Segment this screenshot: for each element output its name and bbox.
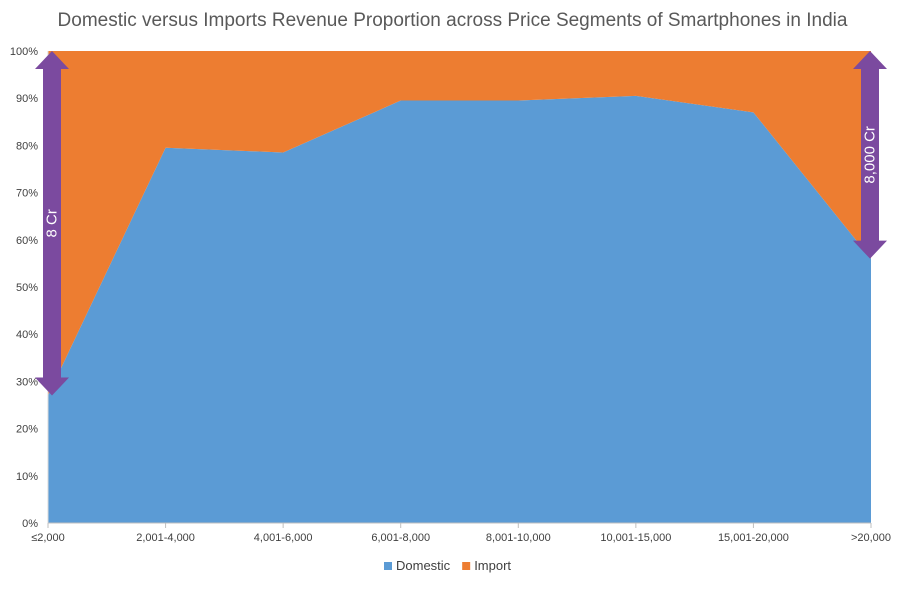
y-tick-label: 20% — [16, 424, 38, 436]
y-tick-label: 0% — [22, 518, 38, 530]
y-tick-label: 100% — [10, 46, 38, 58]
double-arrow-icon — [35, 51, 69, 396]
y-tick-label: 30% — [16, 376, 38, 388]
chart-plot-area — [48, 51, 871, 523]
y-tick-label: 70% — [16, 188, 38, 200]
y-tick-label: 90% — [16, 93, 38, 105]
y-tick-label: 60% — [16, 235, 38, 247]
legend-label: Import — [474, 558, 511, 573]
x-axis: ≤2,000 2,001-4,000 4,001-6,000 6,001-8,000 8… — [31, 522, 891, 544]
x-tick-label: ≤2,000 — [31, 532, 65, 544]
legend-label: Domestic — [396, 558, 451, 573]
y-axis: 0% 10% 20% 30% 40% 50% 60% 70% 80% 90% 100% — [10, 46, 49, 530]
legend: Domestic Import — [384, 558, 511, 573]
chart-title: Domestic versus Imports Revenue Proporti… — [57, 10, 848, 31]
annotations: 8 Cr 8,000 Cr — [35, 51, 887, 396]
y-tick-label: 10% — [16, 471, 38, 483]
y-tick-label: 40% — [16, 329, 38, 341]
annotation-label: 8,000 Cr — [862, 126, 879, 184]
series-area-import — [48, 51, 871, 396]
x-tick-label: 8,001-10,000 — [486, 532, 551, 544]
y-tick-label: 80% — [16, 140, 38, 152]
y-tick-label: 50% — [16, 282, 38, 294]
x-tick-label: 2,001-4,000 — [136, 532, 195, 544]
annotation-label: 8 Cr — [44, 209, 61, 237]
x-tick-label: 6,001-8,000 — [371, 532, 430, 544]
x-tick-label: 15,001-20,000 — [718, 532, 789, 544]
double-arrow-icon — [853, 51, 887, 259]
x-tick-label: 10,001-15,000 — [600, 532, 671, 544]
x-tick-label: 4,001-6,000 — [254, 532, 313, 544]
legend-swatch-domestic — [384, 562, 392, 570]
series-area-domestic — [48, 95, 871, 523]
x-tick-label: >20,000 — [851, 532, 891, 544]
legend-swatch-import — [462, 562, 471, 570]
